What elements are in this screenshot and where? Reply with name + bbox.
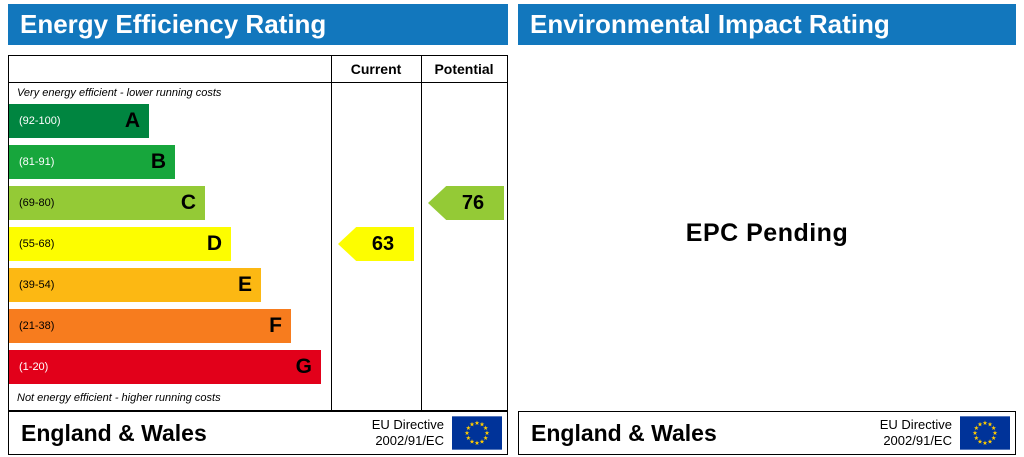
- band-e-range: (39-54): [19, 279, 55, 291]
- band-g-range: (1-20): [19, 361, 49, 373]
- environmental-rating-title-bar: Environmental Impact Rating: [518, 4, 1016, 45]
- eu-directive-label: EU Directive 2002/91/EC: [372, 417, 444, 448]
- band-f-range: (21-38): [19, 320, 55, 332]
- eu-flag-icon: [452, 416, 502, 450]
- band-a-letter: A: [124, 109, 140, 132]
- band-b-letter: B: [150, 150, 166, 173]
- current-rating-arrow: 63: [338, 227, 414, 261]
- band-g: (1-20) G: [9, 350, 321, 384]
- region-label: England & Wales: [531, 419, 717, 446]
- eu-directive-label: EU Directive 2002/91/EC: [880, 417, 952, 448]
- eu-directive-line1: EU Directive: [879, 417, 952, 433]
- current-rating-value: 63: [371, 232, 395, 255]
- epc-pending-message: EPC Pending: [685, 218, 849, 247]
- band-f: (21-38) F: [9, 309, 291, 343]
- band-a-range: (92-100): [19, 115, 61, 127]
- energy-efficiency-chart: Current Potential Very energy efficient …: [8, 55, 508, 411]
- top-note: Very energy efficient - lower running co…: [17, 87, 222, 99]
- band-g-letter: G: [295, 355, 312, 378]
- environmental-impact-panel: EPC Pending: [518, 55, 1016, 411]
- band-d: (55-68) D: [9, 227, 231, 261]
- band-f-letter: F: [269, 314, 282, 337]
- band-e-letter: E: [237, 273, 252, 296]
- bottom-note: Not energy efficient - higher running co…: [17, 392, 221, 404]
- environmental-rating-title: Environmental Impact Rating: [530, 9, 890, 39]
- energy-rating-title-bar: Energy Efficiency Rating: [8, 4, 508, 45]
- footer-right: England & Wales EU Directive 2002/91/EC: [518, 411, 1016, 455]
- band-c-letter: C: [180, 191, 196, 214]
- region-label: England & Wales: [21, 419, 207, 446]
- band-b: (81-91) B: [9, 145, 175, 179]
- band-d-letter: D: [206, 232, 222, 255]
- current-column-header: Current: [350, 61, 402, 77]
- footer-left: England & Wales EU Directive 2002/91/EC: [8, 411, 508, 455]
- band-b-range: (81-91): [19, 156, 55, 168]
- eu-directive-line2: 2002/91/EC: [375, 433, 444, 448]
- band-d-range: (55-68): [19, 238, 55, 250]
- band-c-range: (69-80): [19, 197, 55, 209]
- potential-column-header: Potential: [434, 61, 494, 77]
- current-column-divider: [331, 56, 332, 410]
- eu-directive-line2: 2002/91/EC: [883, 433, 952, 448]
- eu-flag-icon: [960, 416, 1010, 450]
- potential-rating-value: 76: [461, 191, 485, 214]
- band-e: (39-54) E: [9, 268, 261, 302]
- header-divider-line: [9, 82, 507, 83]
- energy-rating-title: Energy Efficiency Rating: [20, 9, 327, 39]
- potential-column-divider: [421, 56, 422, 410]
- band-a: (92-100) A: [9, 104, 149, 138]
- eu-directive-line1: EU Directive: [371, 417, 444, 433]
- band-c: (69-80) C: [9, 186, 205, 220]
- potential-rating-arrow: 76: [428, 186, 504, 220]
